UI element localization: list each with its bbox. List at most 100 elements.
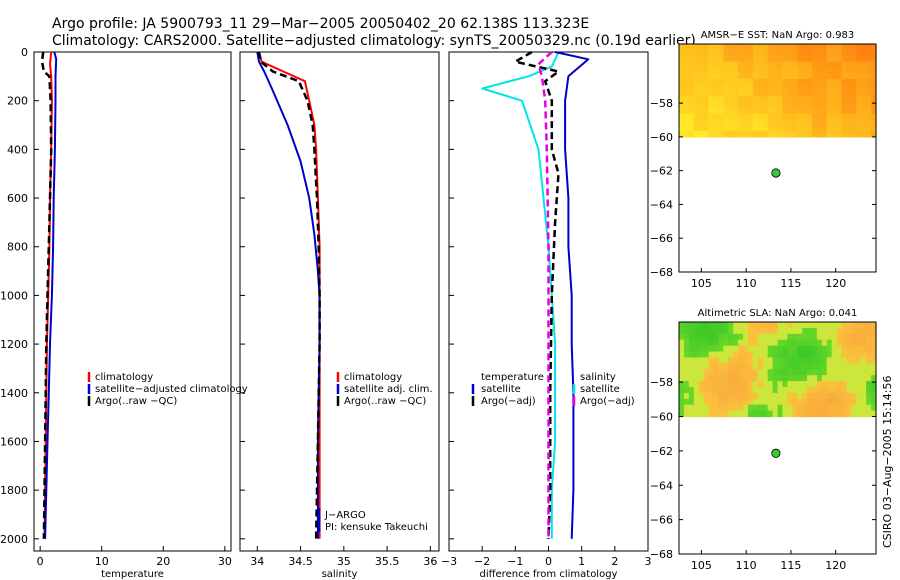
sst-field-cell: [757, 44, 764, 51]
sla-field-cell: [787, 404, 793, 412]
sst-field-cell: [811, 107, 818, 115]
sst-field-cell: [797, 131, 803, 138]
sla-field-cell: [752, 392, 759, 400]
sst-field-cell: [693, 107, 700, 115]
sst-field-cell: [688, 90, 695, 97]
sla-field-cell: [871, 333, 877, 341]
sla-lat-tick-label: −60: [650, 411, 673, 424]
sst-field-cell: [841, 113, 848, 121]
sla-field-cell: [841, 357, 848, 364]
sst-field-cell: [752, 90, 759, 97]
sla-field-cell: [861, 404, 867, 412]
sst-field-cell: [811, 61, 818, 68]
sla-field-cell: [846, 363, 852, 370]
sla-field-cell: [752, 375, 759, 382]
sst-field-cell: [762, 96, 769, 103]
sla-field-cell: [797, 369, 803, 376]
sla-field-cell: [866, 398, 872, 406]
sla-lon-tick-label: 115: [780, 559, 801, 572]
sst-field-cell: [743, 49, 749, 57]
sla-field-cell: [757, 363, 764, 370]
sla-field-cell: [866, 357, 872, 364]
sla-field-cell: [866, 386, 872, 394]
sla-field-cell: [821, 398, 828, 406]
sla-field-cell: [836, 392, 843, 400]
sst-field-cell: [792, 125, 798, 132]
sla-field-cell: [728, 381, 734, 388]
sst-field-cell: [787, 131, 793, 138]
sst-lat-tick-label: −58: [650, 97, 673, 110]
sla-field-cell: [851, 322, 857, 329]
sst-field-cell: [826, 67, 833, 74]
sla-field-cell: [831, 327, 838, 335]
sla-field-cell: [718, 410, 724, 418]
sst-field-cell: [861, 84, 867, 92]
sla-field-cell: [713, 392, 719, 400]
sst-field-cell: [826, 73, 833, 80]
sst-field-cell: [777, 113, 784, 121]
sla-field-cell: [718, 363, 724, 370]
sst-field-cell: [792, 84, 798, 92]
sst-field-cell: [733, 119, 739, 126]
sla-field-cell: [816, 369, 823, 376]
sla-field-cell: [693, 410, 700, 418]
sla-field-cell: [836, 327, 843, 335]
sla-field-cell: [728, 398, 734, 406]
sst-field-cell: [836, 78, 843, 86]
sst-field-cell: [856, 49, 862, 57]
sst-field-cell: [718, 73, 724, 80]
sst-field-cell: [856, 61, 862, 68]
sla-field-cell: [782, 345, 788, 353]
sst-field-cell: [782, 61, 788, 68]
sst-field-cell: [846, 90, 852, 97]
sst-map-frame: [678, 43, 877, 273]
sst-field-cell: [816, 84, 823, 92]
sla-field-cell: [787, 363, 793, 370]
sla-field-cell: [831, 404, 838, 412]
sla-field-cell: [782, 339, 788, 347]
sst-field-cell: [738, 61, 744, 68]
sst-field-cell: [767, 55, 774, 63]
sst-field-cell: [851, 44, 857, 51]
sst-field-cell: [738, 125, 744, 132]
sst-field-cell: [841, 49, 848, 57]
sla-field-cell: [772, 386, 779, 394]
sst-field-cell: [821, 107, 828, 115]
sla-field-cell: [752, 322, 759, 329]
sla-field-cell: [728, 327, 734, 335]
sst-field-cell: [807, 90, 813, 97]
sla-field-cell: [718, 339, 724, 347]
sst-field-cell: [738, 107, 744, 115]
sla-field-cell: [821, 410, 828, 418]
sla-field-cell: [728, 339, 734, 347]
sla-field-cell: [866, 369, 872, 376]
sst-field-cell: [698, 125, 705, 132]
sla-field-cell: [826, 357, 833, 364]
sst-field-cell: [698, 96, 705, 103]
sla-field-cell: [688, 339, 695, 347]
sst-field-cell: [807, 55, 813, 63]
sst-field-cell: [846, 96, 852, 103]
sst-field-cell: [797, 73, 803, 80]
sla-field-cell: [807, 363, 813, 370]
temperature-xtick-label: 20: [156, 555, 170, 568]
temperature-xlabel: temperature: [101, 569, 164, 580]
sla-field-cell: [743, 381, 749, 388]
sst-field-cell: [718, 84, 724, 92]
sla-field-cell: [743, 322, 749, 329]
sst-field-cell: [772, 102, 779, 109]
sst-field-cell: [811, 96, 818, 103]
sst-field-cell: [856, 67, 862, 74]
sst-field-cell: [802, 113, 808, 121]
sla-field-cell: [811, 339, 818, 347]
sla-field-cell: [698, 398, 705, 406]
sst-field-cell: [723, 61, 729, 68]
sla-field-cell: [708, 381, 715, 388]
sst-field-cell: [802, 67, 808, 74]
sst-field-cell: [767, 102, 774, 109]
sst-field-cell: [831, 84, 838, 92]
sst-field-cell: [713, 102, 719, 109]
sla-field-cell: [679, 333, 685, 341]
sla-lon-tick-label: 120: [825, 559, 846, 572]
